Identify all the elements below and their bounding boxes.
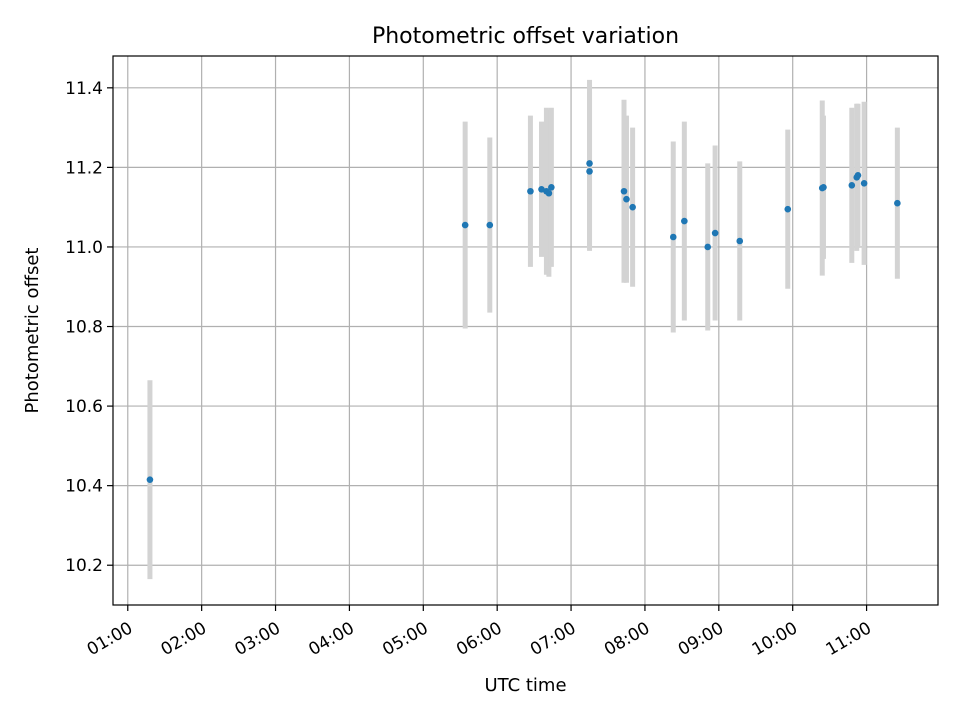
x-tick-label: 04:00 [305,618,357,660]
data-points [146,160,901,483]
x-tick-label: 09:00 [675,618,727,660]
data-point [623,195,630,203]
y-axis-ticks: 10.2 10.4 10.6 10.8 11.0 11.2 11.4 [65,79,113,576]
data-point [894,199,901,207]
data-point [848,181,856,189]
x-tick-label: 02:00 [158,618,210,660]
y-axis-label: Photometric offset [22,248,43,414]
y-tick-label: 10.8 [65,317,103,337]
data-point [146,476,154,483]
data-point [854,172,862,179]
data-point [527,187,534,195]
data-point [860,180,868,187]
x-axis-label: UTC time [484,675,566,696]
data-point [711,229,719,237]
data-point [669,233,677,241]
data-point [681,217,688,225]
x-tick-label: 07:00 [527,618,579,660]
error-bars [147,79,900,580]
y-tick-label: 11.0 [65,238,103,258]
data-point [704,243,712,251]
chart-title: Photometric offset variation [372,24,679,49]
data-point [620,187,628,195]
x-tick-label: 03:00 [232,618,284,660]
y-tick-label: 10.6 [65,397,103,417]
data-point [545,189,553,197]
data-point [784,205,792,213]
y-tick-label: 11.2 [65,158,103,178]
y-tick-label: 10.4 [65,477,103,497]
x-axis-ticks: 01:00 02:00 03:00 04:00 05:00 06:00 07:00 08:00… [84,605,875,660]
x-tick-label: 01:00 [84,618,136,660]
x-tick-label: 08:00 [601,618,653,660]
x-tick-label: 11:00 [823,618,875,660]
data-point [820,183,827,191]
y-tick-label: 11.4 [65,79,103,99]
x-tick-label: 05:00 [379,618,431,660]
data-point [736,237,744,245]
data-point [486,221,494,229]
grid-lines [113,56,938,605]
x-tick-label: 06:00 [453,618,505,660]
data-point [461,221,469,229]
data-point [586,168,593,175]
y-tick-label: 10.2 [65,556,103,576]
x-tick-label: 10:00 [749,618,801,660]
data-point [586,160,593,167]
plot-frame [112,55,939,606]
data-point [548,183,555,191]
data-point [629,203,636,211]
